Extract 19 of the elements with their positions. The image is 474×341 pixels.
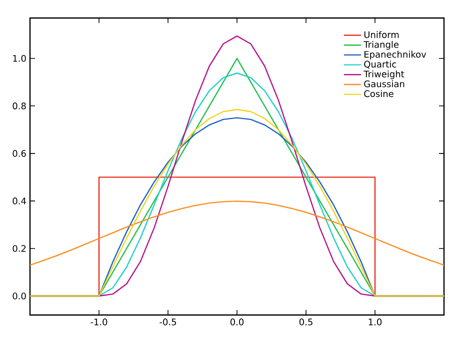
x-tick-label: 1.0: [368, 318, 382, 326]
x-tick-label: -0.5: [160, 318, 176, 326]
y-tick-label: 0.0: [12, 292, 26, 300]
legend-label: Triangle: [364, 40, 399, 50]
legend-label: Uniform: [364, 31, 399, 38]
x-tick-label: -1.0: [90, 318, 108, 326]
y-tick-label: 1.0: [13, 54, 26, 62]
legend-label: Gaussian: [364, 80, 404, 88]
y-tick-label: 0.4: [12, 198, 26, 204]
legend-label: Cosine: [364, 90, 394, 98]
y-tick-label: 0.8: [12, 102, 26, 110]
legend-label: Epanechnikov: [364, 50, 426, 60]
y-tick-label: 0.2: [12, 245, 26, 252]
y-tick-label: 0.6: [12, 150, 26, 157]
legend-label: Triweight: [364, 70, 404, 80]
legend-label: Quartic: [364, 60, 396, 69]
x-tick-label: 0.5: [299, 318, 312, 326]
x-tick-label: 0.0: [230, 318, 244, 326]
line-series: [30, 200, 444, 266]
